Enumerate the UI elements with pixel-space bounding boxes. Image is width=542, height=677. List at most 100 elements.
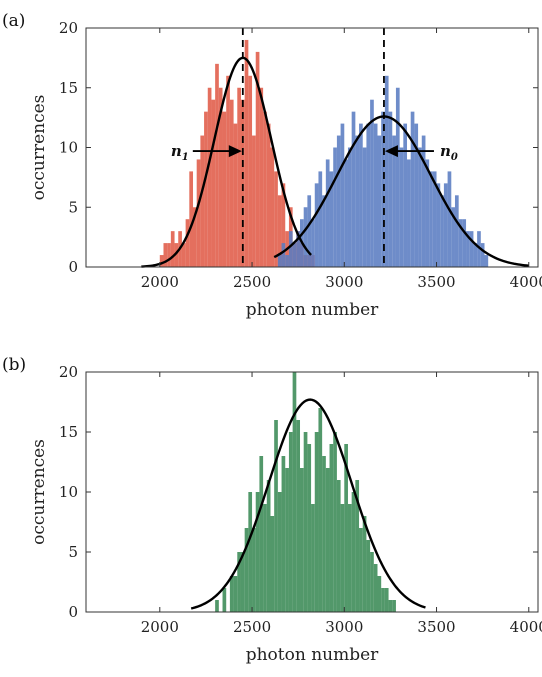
bar-n0 bbox=[314, 183, 319, 267]
bar-b bbox=[233, 576, 238, 612]
bar-n0 bbox=[329, 171, 334, 267]
bar-n0 bbox=[351, 111, 356, 268]
bar-n1 bbox=[263, 111, 267, 268]
panel-b-xlabel: photon number bbox=[246, 645, 379, 665]
bar-n0 bbox=[344, 159, 348, 267]
bar-n0 bbox=[469, 231, 474, 267]
x-tick-label: 3000 bbox=[325, 273, 363, 291]
panel-a-fits bbox=[141, 56, 529, 268]
bar-n1 bbox=[252, 135, 256, 267]
x-tick-label: 3000 bbox=[325, 618, 363, 636]
bar-n0 bbox=[414, 123, 419, 267]
bar-b bbox=[359, 528, 363, 612]
bar-b bbox=[215, 600, 219, 612]
bar-n0 bbox=[399, 147, 404, 267]
bar-b bbox=[281, 456, 286, 612]
bar-n1 bbox=[196, 159, 201, 267]
panel-a-xlabel: photon number bbox=[246, 300, 379, 320]
bar-b bbox=[300, 468, 304, 612]
bar-n1 bbox=[193, 207, 197, 267]
bar-n1 bbox=[189, 171, 194, 267]
fit-curve-n1 bbox=[141, 56, 312, 268]
bar-n1 bbox=[215, 63, 219, 267]
bar-n0 bbox=[421, 135, 426, 267]
y-tick-label: 5 bbox=[68, 198, 78, 216]
y-tick-label: 0 bbox=[68, 603, 78, 621]
bar-n0 bbox=[440, 195, 444, 267]
bar-b bbox=[285, 468, 289, 612]
bar-n0 bbox=[359, 123, 363, 267]
bar-b bbox=[373, 564, 378, 612]
bar-n0 bbox=[477, 231, 481, 267]
panel-a-label: (a) bbox=[2, 11, 25, 31]
bar-b bbox=[392, 600, 396, 612]
bar-b bbox=[263, 504, 267, 612]
bar-n0 bbox=[281, 243, 286, 267]
bar-b bbox=[270, 516, 275, 612]
bar-b bbox=[274, 420, 278, 612]
y-tick-label: 20 bbox=[59, 363, 78, 381]
bar-n1 bbox=[159, 255, 164, 267]
bar-n1 bbox=[277, 195, 282, 267]
bar-n0 bbox=[388, 111, 393, 268]
bar-n1 bbox=[222, 111, 227, 268]
bar-n1 bbox=[207, 87, 212, 267]
bar-n0 bbox=[355, 135, 360, 267]
bar-n0 bbox=[303, 207, 308, 267]
bar-n0 bbox=[373, 123, 378, 267]
bar-n0 bbox=[410, 111, 415, 268]
bar-n1 bbox=[200, 135, 205, 267]
bar-n0 bbox=[366, 123, 371, 267]
panel-a-markers bbox=[192, 28, 434, 267]
bar-n0 bbox=[384, 75, 389, 267]
bar-b bbox=[288, 432, 293, 612]
bar-n0 bbox=[333, 147, 337, 267]
bar-n0 bbox=[340, 123, 345, 267]
bar-b bbox=[252, 528, 256, 612]
panel-a-bars bbox=[159, 39, 489, 268]
panel-b-bars bbox=[215, 372, 396, 612]
bar-n0 bbox=[436, 183, 441, 267]
bar-n0 bbox=[395, 87, 400, 267]
panel-b-label: (b) bbox=[2, 355, 26, 375]
bar-n0 bbox=[322, 195, 326, 267]
annotation-n0: n0 bbox=[440, 142, 458, 163]
bar-n1 bbox=[248, 75, 253, 267]
bar-n0 bbox=[370, 99, 374, 267]
bar-b bbox=[362, 516, 367, 612]
bar-n0 bbox=[307, 195, 312, 267]
panel-a-ylabel: occurrences bbox=[29, 95, 49, 201]
bar-b bbox=[322, 456, 326, 612]
bar-n1 bbox=[181, 243, 186, 267]
bar-n0 bbox=[285, 255, 289, 267]
bar-n0 bbox=[311, 219, 315, 267]
bar-b bbox=[244, 528, 249, 612]
bar-n0 bbox=[443, 183, 448, 267]
y-tick-label: 15 bbox=[59, 423, 78, 441]
bar-n0 bbox=[447, 171, 452, 267]
bar-b bbox=[329, 444, 334, 612]
bar-n1 bbox=[270, 147, 275, 267]
bar-b bbox=[248, 492, 253, 612]
bar-b bbox=[355, 480, 360, 612]
panel-b-ylabel: occurrences bbox=[29, 439, 49, 545]
bar-n0 bbox=[392, 135, 396, 267]
bar-n1 bbox=[167, 243, 171, 267]
bar-n1 bbox=[240, 99, 245, 267]
bar-b bbox=[377, 576, 382, 612]
bar-b bbox=[292, 372, 297, 612]
bar-n0 bbox=[377, 135, 382, 267]
bar-b bbox=[344, 444, 348, 612]
bar-n1 bbox=[185, 219, 190, 267]
bar-b bbox=[237, 552, 241, 612]
x-tick-label: 2000 bbox=[141, 273, 179, 291]
annotation-n1-main: n bbox=[171, 142, 182, 160]
arrow-head-n0 bbox=[384, 145, 398, 158]
bar-n1 bbox=[174, 243, 179, 267]
y-tick-label: 10 bbox=[59, 483, 78, 501]
bar-b bbox=[340, 504, 345, 612]
bar-n0 bbox=[480, 243, 485, 267]
bar-n0 bbox=[277, 255, 282, 267]
